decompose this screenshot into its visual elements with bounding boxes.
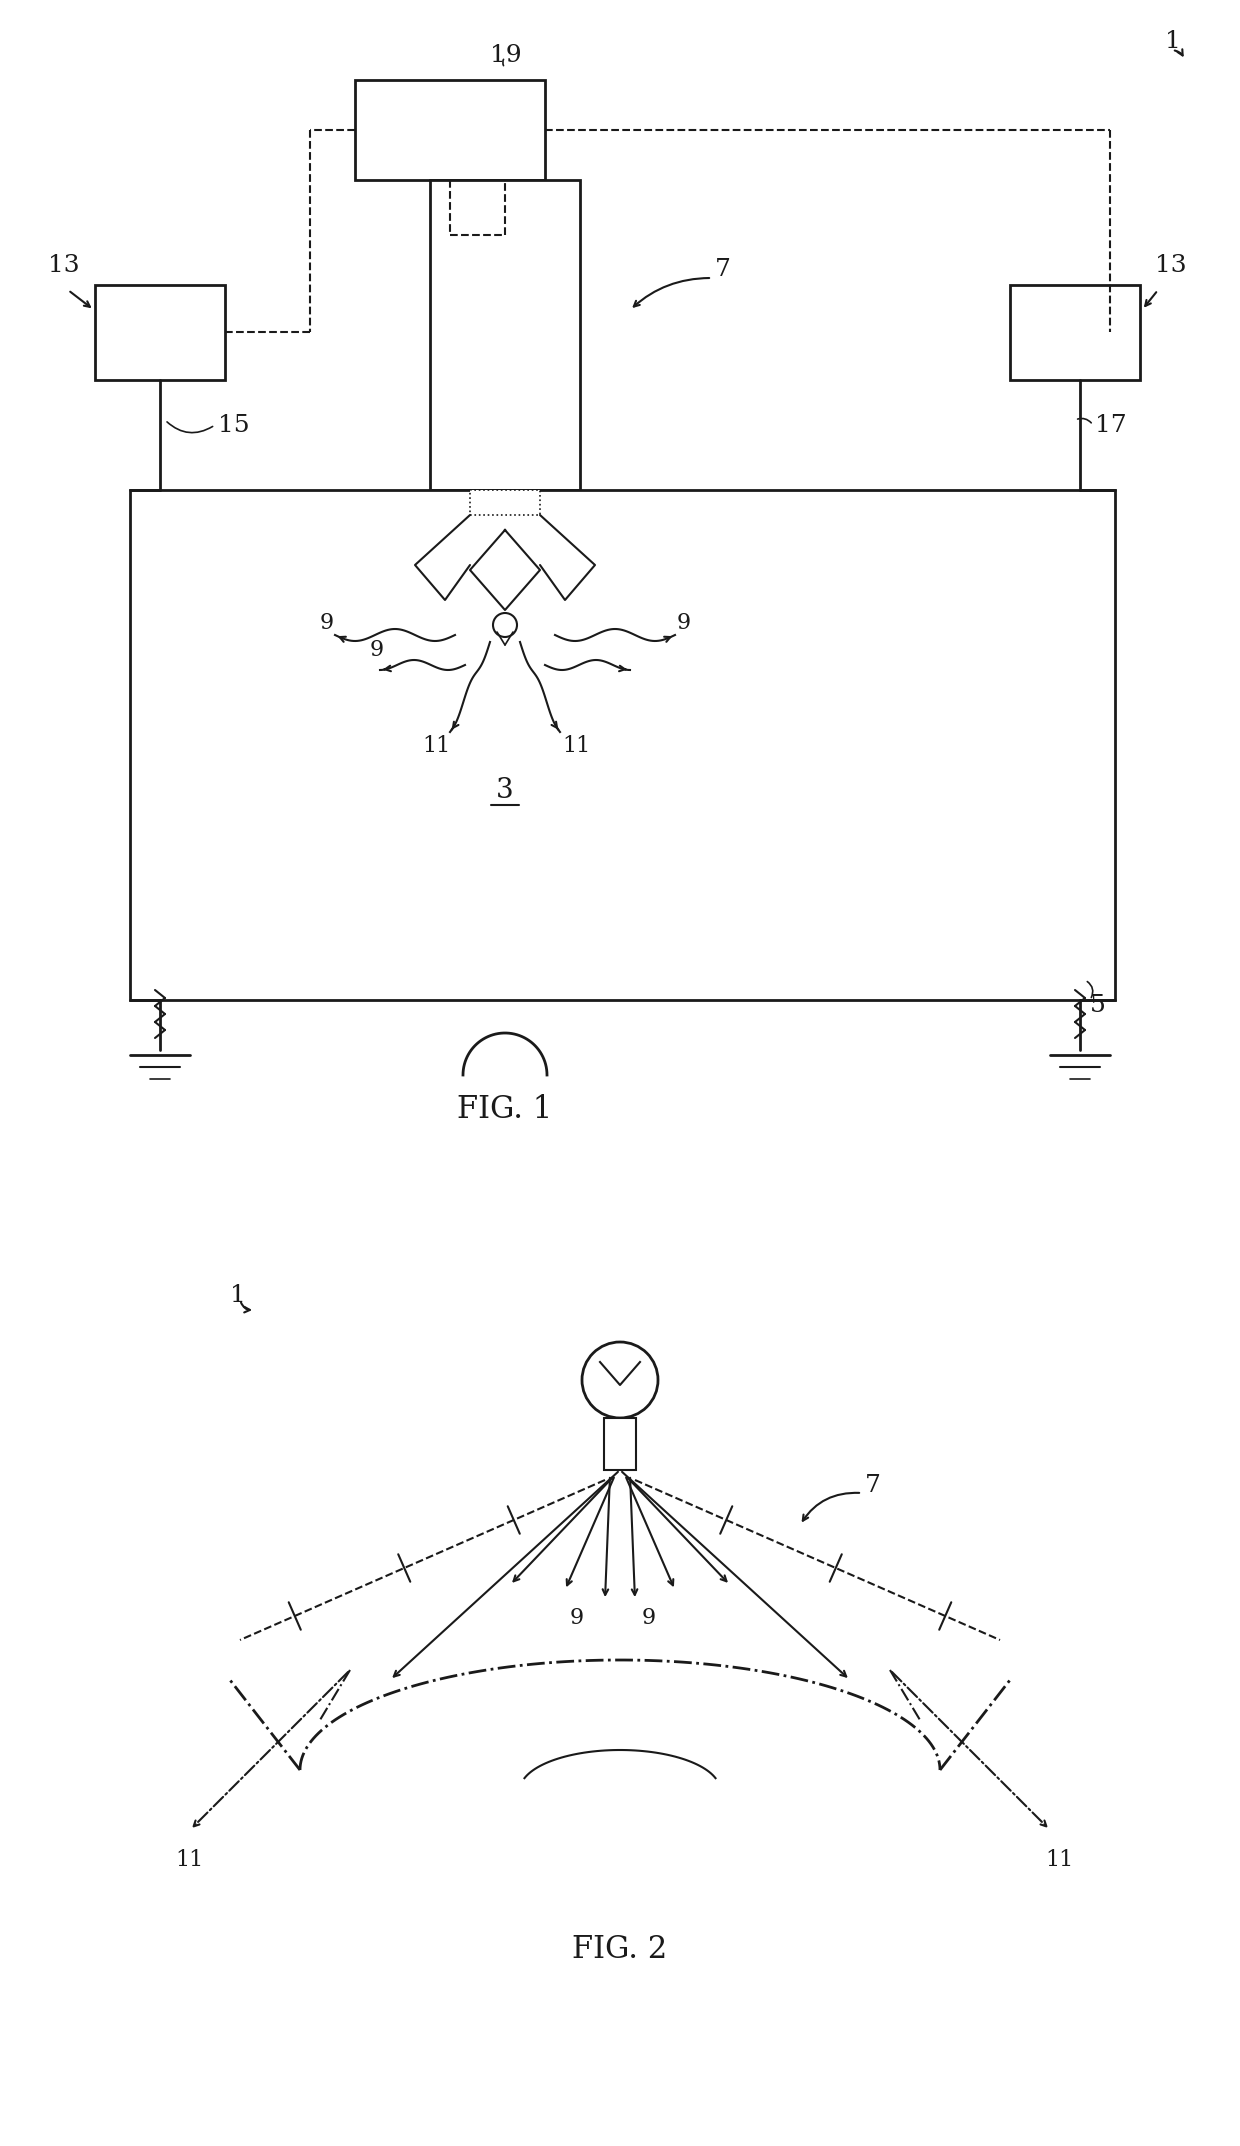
- Text: 1: 1: [229, 1283, 246, 1307]
- Text: 1: 1: [1166, 30, 1180, 54]
- Text: 5: 5: [1090, 994, 1106, 1017]
- Text: 9: 9: [570, 1607, 584, 1629]
- Bar: [355, 79, 546, 180]
- Bar: [1011, 285, 1140, 380]
- Text: 9: 9: [677, 612, 691, 633]
- Text: FIG. 2: FIG. 2: [573, 1934, 667, 1966]
- Bar: [470, 489, 539, 515]
- Bar: [430, 180, 580, 489]
- Text: 7: 7: [715, 258, 730, 281]
- Text: 9: 9: [370, 640, 384, 661]
- Text: 9: 9: [320, 612, 334, 633]
- Text: FIG. 1: FIG. 1: [458, 1094, 553, 1125]
- Text: 11: 11: [175, 1850, 203, 1871]
- Text: 13: 13: [48, 253, 79, 277]
- Bar: [130, 489, 1115, 1000]
- Text: 3: 3: [496, 777, 513, 803]
- Text: 11: 11: [562, 734, 590, 758]
- Text: 9: 9: [642, 1607, 656, 1629]
- Text: 15: 15: [218, 414, 249, 436]
- Bar: [95, 285, 224, 380]
- Bar: [604, 1419, 636, 1470]
- Text: 17: 17: [1095, 414, 1127, 436]
- Text: 11: 11: [422, 734, 450, 758]
- Text: 11: 11: [1045, 1850, 1074, 1871]
- Text: 7: 7: [866, 1474, 880, 1496]
- Text: 13: 13: [1154, 253, 1187, 277]
- Text: 19: 19: [490, 43, 522, 67]
